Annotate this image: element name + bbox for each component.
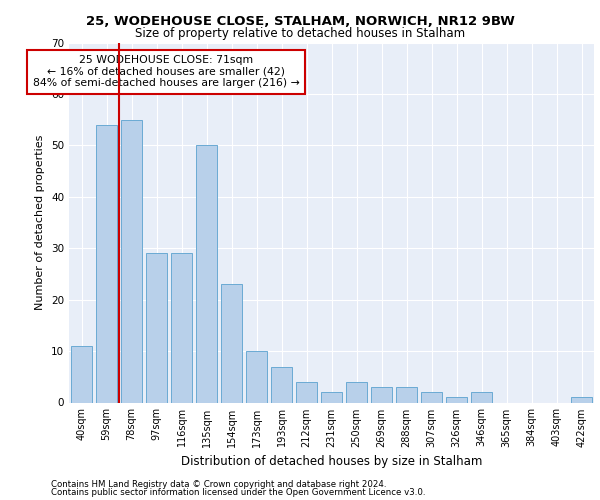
Bar xyxy=(196,146,217,402)
Text: Contains HM Land Registry data © Crown copyright and database right 2024.: Contains HM Land Registry data © Crown c… xyxy=(51,480,386,489)
Text: Size of property relative to detached houses in Stalham: Size of property relative to detached ho… xyxy=(135,28,465,40)
Bar xyxy=(271,366,292,402)
Bar xyxy=(346,382,367,402)
Bar xyxy=(246,351,267,403)
Bar xyxy=(121,120,142,403)
Bar xyxy=(71,346,92,403)
Bar xyxy=(471,392,492,402)
Text: 25, WODEHOUSE CLOSE, STALHAM, NORWICH, NR12 9BW: 25, WODEHOUSE CLOSE, STALHAM, NORWICH, N… xyxy=(86,15,514,28)
Bar xyxy=(421,392,442,402)
Bar xyxy=(296,382,317,402)
Bar xyxy=(371,387,392,402)
Bar xyxy=(221,284,242,403)
Bar xyxy=(146,254,167,402)
Bar xyxy=(321,392,342,402)
Text: Contains public sector information licensed under the Open Government Licence v3: Contains public sector information licen… xyxy=(51,488,425,497)
Bar xyxy=(171,254,192,402)
Bar xyxy=(96,125,117,402)
Y-axis label: Number of detached properties: Number of detached properties xyxy=(35,135,46,310)
X-axis label: Distribution of detached houses by size in Stalham: Distribution of detached houses by size … xyxy=(181,455,482,468)
Bar xyxy=(571,398,592,402)
Text: 25 WODEHOUSE CLOSE: 71sqm
← 16% of detached houses are smaller (42)
84% of semi-: 25 WODEHOUSE CLOSE: 71sqm ← 16% of detac… xyxy=(33,55,299,88)
Bar xyxy=(396,387,417,402)
Bar xyxy=(446,398,467,402)
